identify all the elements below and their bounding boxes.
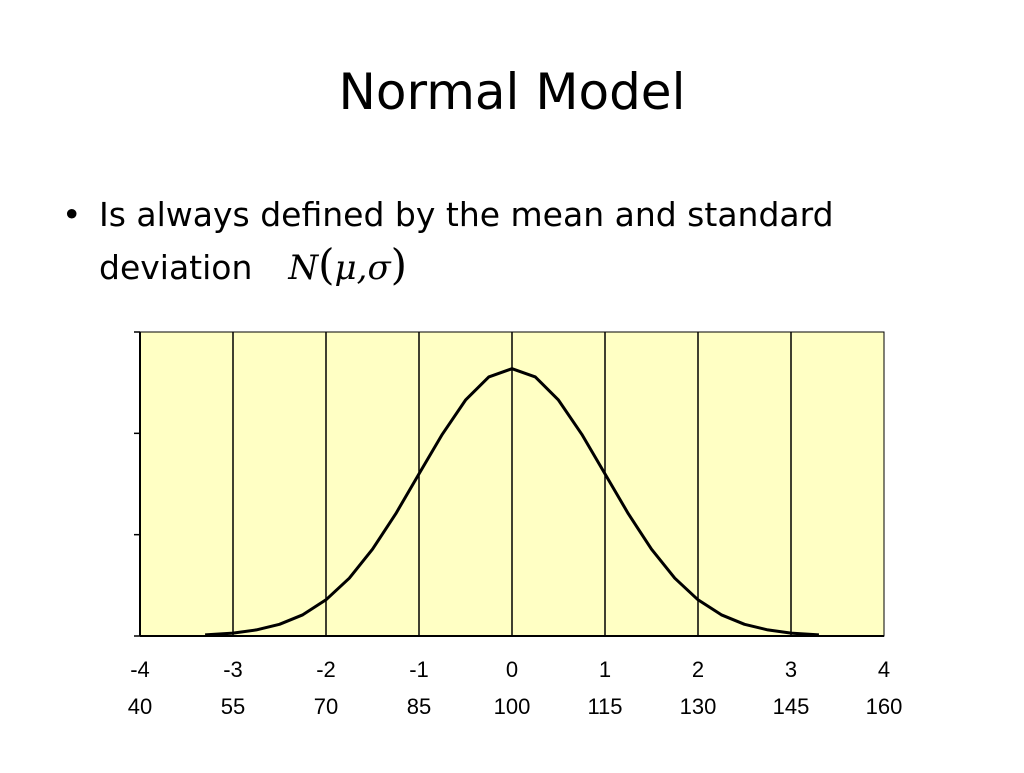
x-tick-label-z: -1 <box>409 657 429 682</box>
bullet-text-line-1: Is always defined by the mean and standa… <box>99 195 834 234</box>
x-tick-label-score: 115 <box>587 694 622 719</box>
x-tick-label-z: 4 <box>878 657 890 682</box>
bullet-item: • Is always defined by the mean and stan… <box>62 190 962 293</box>
x-tick-label-score: 70 <box>314 694 338 719</box>
series-line-normal-curve <box>205 367 819 637</box>
x-tick-label-z: 0 <box>506 657 518 682</box>
formula-close-paren: ) <box>390 240 408 289</box>
formula-sigma: σ <box>367 248 391 288</box>
bullet-list: • Is always defined by the mean and stan… <box>62 190 962 293</box>
bullet-text-deviation: deviation <box>99 248 253 287</box>
x-tick-label-score: 145 <box>773 694 810 719</box>
bullet-text: Is always defined by the mean and standa… <box>99 190 962 293</box>
x-tick-label-z: 2 <box>692 657 704 682</box>
x-tick-label-score: 85 <box>407 694 431 719</box>
x-tick-label-z: 3 <box>785 657 797 682</box>
x-tick-label-z: -4 <box>130 657 150 682</box>
x-tick-label-z: -3 <box>223 657 243 682</box>
normal-notation-formula: N(μ,σ) <box>288 240 407 289</box>
formula-open-paren: ( <box>318 240 335 289</box>
x-tick-label-score: 100 <box>494 694 531 719</box>
formula-letter-n: N <box>288 248 319 288</box>
slide-title: Normal Model <box>338 63 686 121</box>
formula-comma: , <box>356 248 368 288</box>
x-tick-label-score: 40 <box>128 694 152 719</box>
x-tick-label-score: 130 <box>680 694 717 719</box>
x-tick-label-score: 55 <box>221 694 245 719</box>
bullet-marker: • <box>62 195 82 234</box>
formula-mu: μ <box>334 248 357 288</box>
x-tick-label-z: 1 <box>599 657 611 682</box>
bullet-text-line-2: deviation N(μ,σ) <box>99 240 962 293</box>
x-tick-label-z: -2 <box>316 657 336 682</box>
x-tick-label-score: 160 <box>866 694 903 719</box>
